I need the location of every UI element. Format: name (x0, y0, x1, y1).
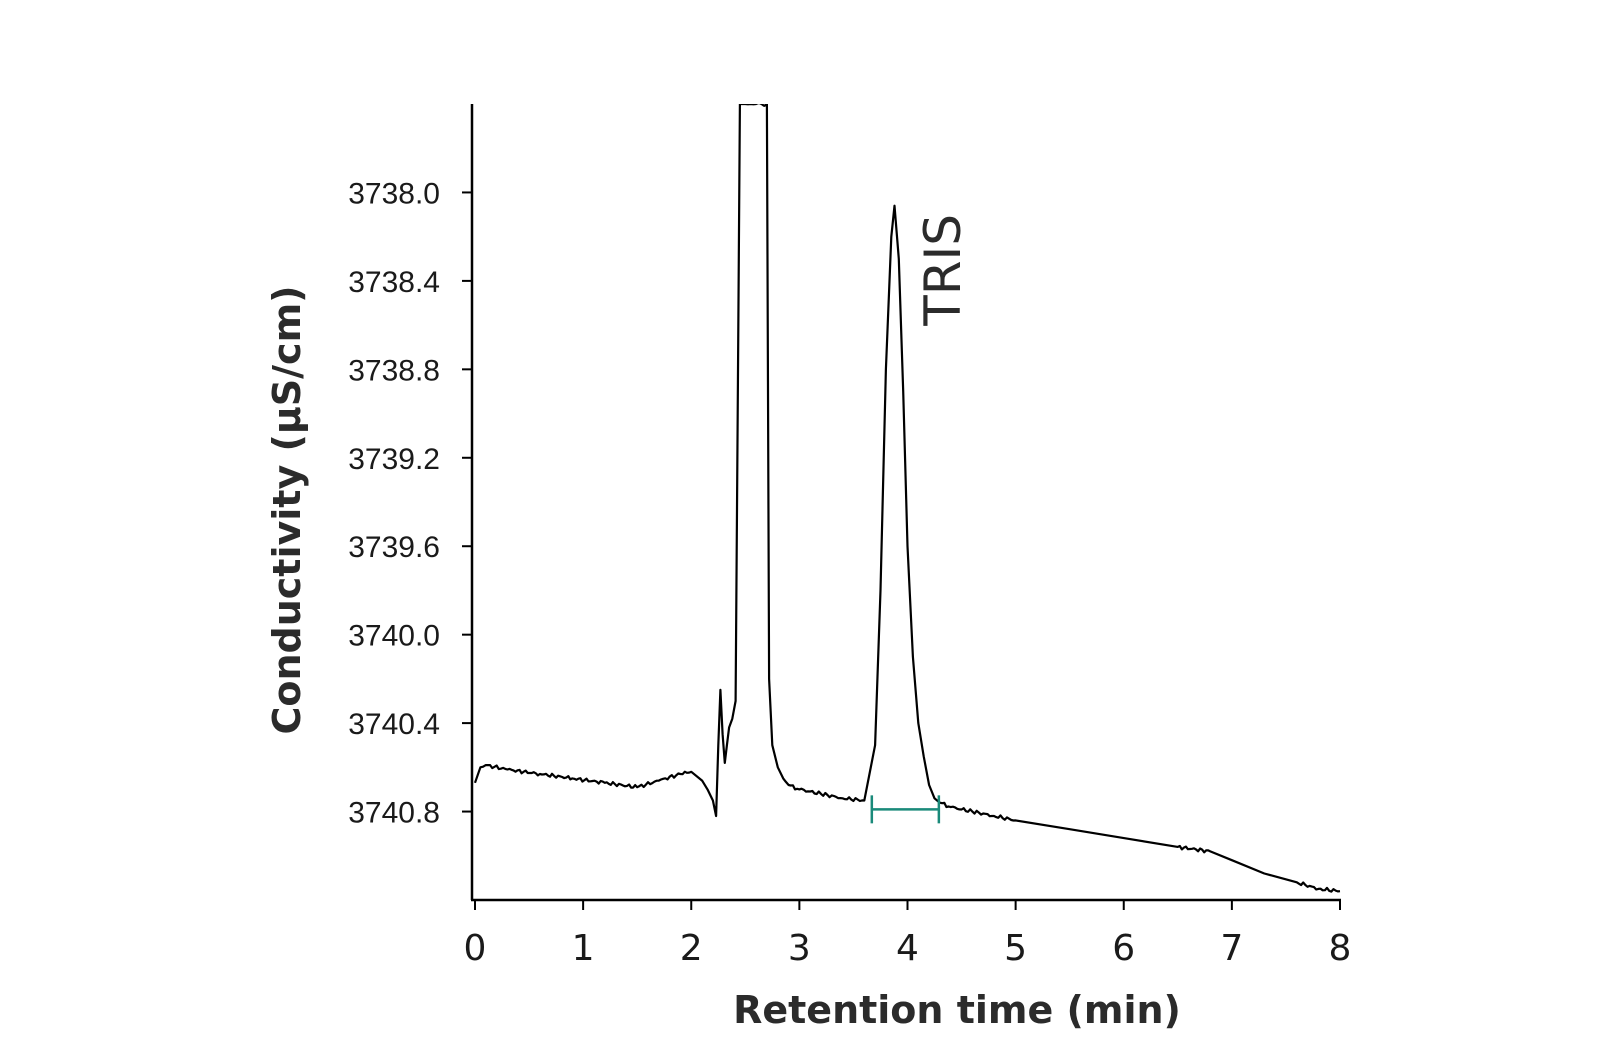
y-tick-label: 3740.8 (348, 797, 440, 830)
y-tick-label: 3738.8 (348, 354, 440, 387)
y-tick-label: 3738.0 (348, 177, 440, 210)
x-tick-label: 1 (572, 928, 595, 969)
x-axis-ticks: 0 1 2 3 4 5 6 7 8 (464, 900, 1352, 969)
x-tick-label: 5 (1004, 928, 1027, 969)
y-axis-ticks: 3738.0 3738.4 3738.8 3739.2 3739.6 3740.0 3740… (348, 177, 472, 830)
series-layer (473, 104, 1341, 893)
peak-label-tris: TRIS (914, 214, 972, 327)
x-tick-label: 8 (1329, 928, 1352, 969)
x-tick-label: 7 (1220, 928, 1243, 969)
y-tick-label: 3739.6 (348, 531, 440, 564)
y-tick-label: 3739.2 (348, 443, 440, 476)
x-tick-label: 0 (464, 928, 487, 969)
series-line (473, 104, 1341, 893)
x-tick-label: 2 (680, 928, 703, 969)
x-axis-title: Retention time (min) (733, 988, 1181, 1032)
x-tick-label: 3 (788, 928, 811, 969)
x-tick-label: 6 (1112, 928, 1135, 969)
y-tick-label: 3740.0 (348, 620, 440, 653)
y-tick-label: 3738.4 (348, 266, 440, 299)
annotation-layer: TRIS (870, 214, 972, 824)
y-tick-label: 3740.4 (348, 708, 440, 741)
y-axis-title: Conductivity (μS/cm) (265, 285, 309, 734)
x-tick-label: 4 (896, 928, 919, 969)
